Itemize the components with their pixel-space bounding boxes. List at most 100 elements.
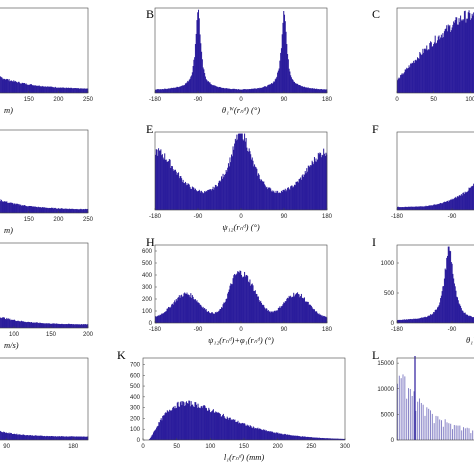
histogram-bar [470,316,472,323]
histogram-bar [300,85,302,93]
histogram-bar [402,207,404,210]
histogram-bar [164,413,166,440]
histogram-bar [204,192,206,210]
histogram-bar [181,178,183,210]
histogram-bar [86,324,88,328]
histogram-bar [210,313,212,323]
histogram-bar [435,204,437,210]
histogram-bar [238,133,240,210]
histogram-bar [284,190,286,210]
histogram-bar [448,246,450,323]
histogram-bar [8,79,10,93]
histogram-bar [301,436,304,440]
histogram-bar [197,302,199,323]
histogram-bar [216,86,218,93]
histogram-bar [264,309,266,323]
histogram-bar [193,187,195,210]
histogram-bar [333,438,335,440]
histogram-bar [430,205,432,210]
histogram-bar [36,322,38,328]
histogram-bar [282,434,284,440]
histogram-bar [277,72,279,93]
histogram-bar [263,86,265,93]
histogram-bar [440,202,442,210]
histogram-bar [48,207,50,213]
histogram-bar [457,24,459,93]
histogram-bar [57,208,59,213]
histogram-bar [436,309,438,323]
histogram-bar [68,208,70,213]
histogram-bar [235,274,237,323]
histogram-bar [457,196,459,210]
histogram-bar [187,184,189,210]
histogram-bar [47,86,49,93]
histogram-bar [51,436,53,440]
histogram-bar [73,88,75,93]
histogram-bar [47,323,49,328]
histogram-bar [232,88,234,93]
histogram-bar [453,198,455,210]
histogram-bar [267,84,269,93]
histogram-bar [442,202,444,210]
histogram-bar [433,42,435,93]
histogram-bar [211,84,213,93]
histogram-bar [299,297,301,323]
histogram-bar [188,294,190,323]
histogram-bar [265,430,267,440]
histogram-bar [157,315,159,323]
histogram-bar [280,433,282,440]
histogram-bar [63,436,65,440]
histogram-bar [291,78,293,93]
histogram-bar [430,314,432,323]
histogram-bar [431,205,433,210]
histogram-bar [207,311,209,323]
histogram-bar [321,438,323,440]
histogram-bar [223,416,225,440]
histogram-bar [191,404,193,440]
histogram-bar [50,436,52,440]
histogram-bar [237,139,239,210]
histogram-bar [245,89,247,93]
histogram-bar [212,313,214,323]
histogram-bar [284,301,286,323]
histogram-bar [446,25,448,93]
histogram-bar [27,206,29,213]
histogram-bar [0,317,2,328]
histogram-bar [194,299,196,323]
histogram-bar [171,165,173,210]
histogram-bar [221,87,223,93]
histogram-bar [192,66,194,93]
histogram-bar [39,435,41,440]
histogram-bar [75,324,77,328]
histogram-bar [249,151,251,210]
histogram-bar [266,86,268,93]
histogram-bar [272,431,274,440]
histogram-bar [222,304,224,323]
histogram-bar [213,189,215,210]
histogram-bar [3,432,5,440]
histogram-bar [409,319,411,323]
histogram-bar [298,436,300,440]
histogram-bar [469,188,471,210]
histogram-bar [39,322,41,328]
histogram-bar [68,87,70,93]
histogram-bar [400,75,402,93]
histogram-bar [432,205,434,210]
histogram-bar [244,89,246,93]
histogram-bar [162,415,164,440]
histogram-bar [281,34,283,93]
histogram-bar [467,191,469,210]
histogram-bar [157,155,159,210]
histogram-bar [37,85,39,93]
histogram-bar [218,180,220,210]
histogram-bar [313,88,315,93]
histogram-bar [263,305,265,323]
histogram-bar [287,59,289,93]
histogram-bar [1,317,3,328]
histogram-bar [82,88,84,93]
panel-label: L [372,348,379,362]
histogram-bar [261,304,263,323]
histogram-bar [317,89,319,93]
histogram-bar [431,46,433,93]
histogram-bar [429,205,431,210]
